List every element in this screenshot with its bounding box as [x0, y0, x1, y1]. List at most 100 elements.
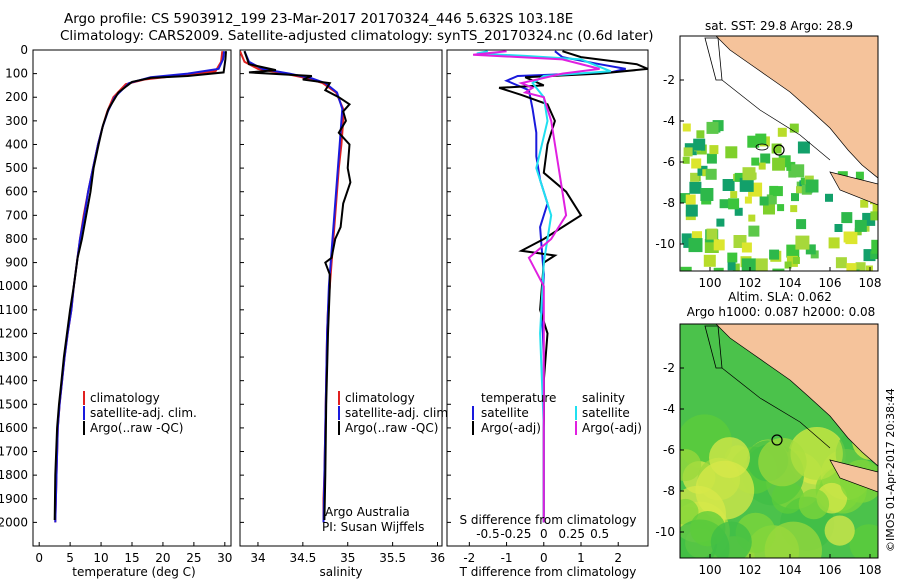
- sst-cell: [771, 143, 782, 154]
- sst-map-land: [704, 36, 878, 206]
- sst-cell: [693, 138, 706, 151]
- bathymetry-contour: [721, 367, 831, 449]
- sst-cell: [784, 261, 792, 269]
- sla-blob: [764, 521, 822, 558]
- sst-cell: [772, 268, 785, 271]
- sst-cell: [825, 193, 833, 202]
- depth-tick-label: 1200: [0, 326, 28, 340]
- depth-tick-label: 1000: [0, 279, 28, 293]
- sst-cell: [760, 153, 771, 164]
- legend-climatology-label: climatology: [345, 391, 415, 405]
- sst-cell: [705, 168, 717, 180]
- difference-xtick-label: -1: [501, 551, 513, 565]
- credit-line-1: Argo Australia: [325, 505, 410, 519]
- sst-cell: [766, 194, 777, 205]
- depth-tick-label: 1700: [0, 445, 28, 459]
- sst-cell: [828, 237, 840, 249]
- sst-cell: [688, 238, 703, 253]
- sst-cell: [796, 186, 803, 194]
- legend-argo-label: Argo(..raw -QC): [90, 421, 183, 435]
- map-xtick-label: 104: [779, 276, 802, 290]
- salinity-xtick-label: 36: [430, 551, 445, 565]
- sst-cell: [730, 191, 738, 199]
- sst-cell: [871, 239, 878, 254]
- sst-cell: [870, 251, 878, 260]
- sst-cell: [722, 179, 735, 191]
- salinity-xtick-label: 35.5: [379, 551, 406, 565]
- sst-cell: [786, 161, 796, 171]
- map-xtick-label: 102: [739, 276, 762, 290]
- depth-tick-label: 100: [5, 67, 28, 81]
- sla-blob: [849, 524, 878, 558]
- sst-cell: [777, 127, 787, 137]
- difference-xtick-label: 1: [577, 551, 585, 565]
- sst-cell: [846, 263, 857, 271]
- depth-tick-label: 400: [5, 137, 28, 151]
- series-s-argo-adj-line: [472, 50, 600, 523]
- depth-tick-label: 1100: [0, 303, 28, 317]
- sst-cell: [835, 257, 847, 269]
- legend-satellite-label: satellite-adj. clim.: [345, 406, 452, 420]
- difference-legend: temperature satellite Argo(-adj) salinit…: [472, 391, 642, 435]
- java-land: [829, 459, 878, 493]
- sst-map-frame: [679, 35, 879, 272]
- temperature-xtick-label: 30: [217, 551, 232, 565]
- imos-timestamp: ©IMOS 01-Apr-2017 20:38:44: [884, 388, 897, 552]
- sumatra-land: [715, 324, 878, 467]
- sst-cell: [685, 194, 696, 205]
- sst-cell: [769, 249, 780, 260]
- sst-cell: [759, 196, 769, 206]
- island-outline: [755, 143, 769, 151]
- sst-cell: [703, 254, 716, 267]
- difference-panel: -2 -1 0 1 2 -0.5 -0.25 0 0.25 0.5 T difference f…: [446, 49, 649, 579]
- depth-tick-label: 300: [5, 114, 28, 128]
- sst-cell: [691, 158, 702, 169]
- sla-map-title-2: Argo h1000: 0.087 h2000: 0.08: [687, 305, 876, 319]
- s-difference-tick-label: -0.25: [500, 527, 531, 541]
- legend-s-satellite-label: satellite: [582, 406, 630, 420]
- sst-cell: [800, 177, 808, 185]
- sst-cell: [772, 157, 786, 171]
- depth-tick-label: 200: [5, 90, 28, 104]
- map-ytick-label: -4: [663, 114, 675, 128]
- sla-map: Altim. SLA: 0.062 Argo h1000: 0.087 h200…: [655, 290, 881, 577]
- sla-map-axes: 100 102 104 106 108 -2 -4 -6 -8 -10: [655, 361, 881, 577]
- bathymetry-contour: [721, 79, 831, 161]
- sst-cell: [682, 156, 690, 164]
- temperature-xtick-label: 25: [186, 551, 201, 565]
- salinity-legend: climatology satellite-adj. clim. Argo(..…: [338, 391, 452, 435]
- sst-cell: [727, 262, 736, 271]
- sst-cell: [841, 212, 853, 224]
- map-ytick-label: -8: [663, 196, 675, 210]
- depth-tick-label: 800: [5, 232, 28, 246]
- s-difference-x-axis: -0.5 -0.25 0 0.25 0.5: [476, 527, 609, 541]
- map-ytick-label: -2: [663, 361, 675, 375]
- t-difference-x-axis: -2 -1 0 1 2: [463, 542, 622, 565]
- sla-blob: [710, 521, 752, 558]
- argo-float-marker: [771, 434, 783, 446]
- depth-tick-label: 1600: [0, 421, 28, 435]
- depth-tick-label: 1800: [0, 468, 28, 482]
- sst-cell: [791, 164, 805, 178]
- map-ytick-label: -10: [655, 237, 675, 251]
- sla-blob: [680, 449, 702, 482]
- sst-cell: [725, 146, 738, 159]
- sla-map-frame: [679, 323, 879, 559]
- depth-tick-label: 500: [5, 161, 28, 175]
- salinity-x-axis: 34 34.5 35 35.5 36: [250, 542, 445, 565]
- sst-cell: [728, 198, 740, 210]
- sst-cell: [713, 267, 724, 271]
- legend-t-satellite-label: satellite: [481, 406, 529, 420]
- temperature-xtick-label: 10: [93, 551, 108, 565]
- sst-cell: [734, 207, 743, 216]
- map-xtick-label: 100: [699, 563, 722, 577]
- sst-cell: [747, 135, 760, 148]
- difference-xtick-label: 0: [540, 551, 548, 565]
- map-xtick-label: 108: [859, 563, 882, 577]
- sst-cell: [713, 239, 725, 251]
- sst-cell: [680, 193, 690, 204]
- salinity-y-ticks: [240, 49, 244, 523]
- sla-blob: [771, 481, 804, 514]
- s-difference-tick-label: 0: [540, 527, 548, 541]
